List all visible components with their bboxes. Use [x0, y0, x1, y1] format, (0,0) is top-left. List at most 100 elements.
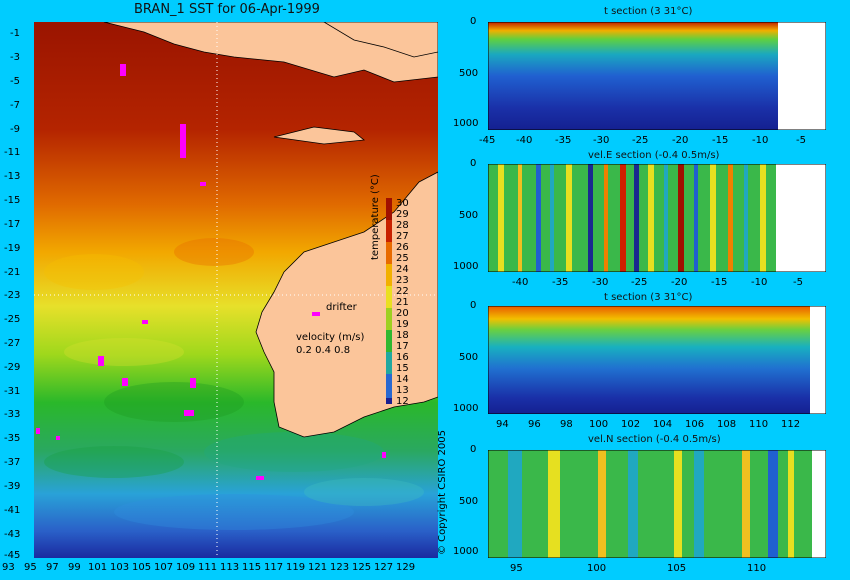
panel-1-title: t section (3 31°C) — [604, 6, 693, 17]
lat-label: -33 — [4, 409, 21, 420]
x-label: -35 — [555, 135, 572, 146]
lat-label: -29 — [4, 362, 21, 373]
lat-label: -35 — [4, 433, 21, 444]
colorbar-label: 28 — [396, 220, 409, 231]
t-section-field — [488, 22, 778, 130]
drifters — [36, 64, 386, 480]
colorbar-label: 26 — [396, 242, 409, 253]
x-label: -20 — [672, 135, 689, 146]
drifter-mark — [98, 356, 104, 366]
lon-label: 101 — [88, 562, 108, 573]
lon-label: 111 — [198, 562, 218, 573]
lat-label: -9 — [10, 124, 20, 135]
depth-label: 0 — [470, 16, 477, 27]
lon-label: 97 — [46, 562, 59, 573]
lon-label: 109 — [176, 562, 196, 573]
lon-label: 107 — [154, 562, 174, 573]
velocity-scale: 0.2 0.4 0.8 — [296, 345, 351, 356]
depth-label: 500 — [459, 210, 479, 221]
drifter-mark — [190, 378, 196, 388]
borneo — [323, 22, 438, 58]
lat-label: -15 — [4, 195, 21, 206]
x-label: 100 — [587, 563, 607, 574]
drifter-legend-mark — [312, 312, 320, 316]
x-label: -15 — [711, 277, 728, 288]
drifter-mark — [122, 378, 128, 386]
lat-label: -39 — [4, 481, 21, 492]
colorbar-label: 18 — [396, 330, 409, 341]
panel-3-plot — [488, 306, 826, 414]
x-label: 110 — [749, 419, 769, 430]
x-label: -30 — [593, 135, 610, 146]
drifter-mark — [382, 452, 386, 458]
lat-label: -41 — [4, 505, 21, 516]
depth-label: 500 — [459, 496, 479, 507]
x-label: -25 — [631, 277, 648, 288]
colorbar-label: 24 — [396, 264, 409, 275]
velocity-label: velocity (m/s) — [296, 332, 365, 343]
australia — [255, 171, 438, 438]
colorbar-label: 27 — [396, 231, 409, 242]
lon-label: 123 — [330, 562, 350, 573]
lat-label: -45 — [4, 550, 21, 561]
lon-label: 125 — [352, 562, 372, 573]
depth-label: 0 — [470, 444, 477, 455]
lon-label: 115 — [242, 562, 262, 573]
x-label: -40 — [516, 135, 533, 146]
lat-label: -23 — [4, 290, 21, 301]
depth-label: 1000 — [453, 261, 479, 272]
x-label: 104 — [653, 419, 673, 430]
colorbar-label: 14 — [396, 374, 409, 385]
colorbar-label: 15 — [396, 363, 409, 374]
lat-label: -21 — [4, 267, 21, 278]
depth-label: 0 — [470, 300, 477, 311]
colorbar-label: 20 — [396, 308, 409, 319]
lon-label: 129 — [396, 562, 416, 573]
depth-label: 500 — [459, 68, 479, 79]
sst-eddies — [44, 238, 424, 530]
land — [103, 22, 438, 438]
lon-label: 121 — [308, 562, 328, 573]
lat-label: -27 — [4, 338, 21, 349]
lat-label: -19 — [4, 243, 21, 254]
x-label: -45 — [479, 135, 496, 146]
colorbar-label: 12 — [396, 396, 409, 407]
x-label: -5 — [796, 135, 806, 146]
lon-label: 127 — [374, 562, 394, 573]
colorbar-label: 23 — [396, 275, 409, 286]
colorbar-label: 19 — [396, 319, 409, 330]
depth-label: 1000 — [453, 546, 479, 557]
colorbar-label: 30 — [396, 198, 409, 209]
x-label: 112 — [781, 419, 801, 430]
x-label: -15 — [712, 135, 729, 146]
lat-label: -31 — [4, 386, 21, 397]
depth-label: 1000 — [453, 118, 479, 129]
lat-label: -3 — [10, 52, 20, 63]
x-label: -5 — [793, 277, 803, 288]
x-label: 110 — [747, 563, 767, 574]
depth-label: 500 — [459, 352, 479, 363]
map-title: BRAN_1 SST for 06-Apr-1999 — [134, 2, 320, 17]
islands — [273, 126, 366, 145]
lon-label: 117 — [264, 562, 284, 573]
vel-e-stripes — [498, 164, 766, 272]
x-label: 108 — [717, 419, 737, 430]
drifter-mark — [56, 436, 60, 440]
colorbar-label: 16 — [396, 352, 409, 363]
x-label: 98 — [560, 419, 573, 430]
colorbar-label: 21 — [396, 297, 409, 308]
x-label: -10 — [751, 277, 768, 288]
drifter-mark — [184, 410, 194, 416]
vel-n-stripes — [508, 450, 794, 558]
lat-label: -37 — [4, 457, 21, 468]
copyright: © Copyright CSIRO 2005 — [437, 430, 448, 555]
lon-label: 93 — [2, 562, 15, 573]
colorbar-title: temperature (°C) — [370, 174, 381, 260]
drifter-mark — [142, 320, 148, 324]
x-label: -40 — [512, 277, 529, 288]
colorbar-label: 29 — [396, 209, 409, 220]
depth-label: 0 — [470, 158, 477, 169]
lon-label: 95 — [24, 562, 37, 573]
lat-label: -13 — [4, 171, 21, 182]
lat-label: -17 — [4, 219, 21, 230]
